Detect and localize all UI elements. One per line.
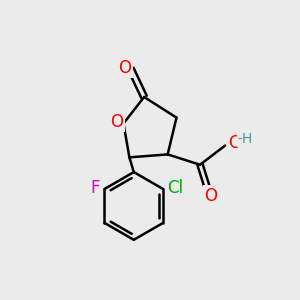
Text: F: F — [90, 178, 100, 196]
Text: O: O — [110, 113, 124, 131]
Text: Cl: Cl — [167, 178, 184, 196]
Text: -H: -H — [238, 132, 253, 146]
Text: O: O — [228, 134, 241, 152]
Text: O: O — [204, 187, 217, 205]
Text: O: O — [118, 58, 131, 76]
